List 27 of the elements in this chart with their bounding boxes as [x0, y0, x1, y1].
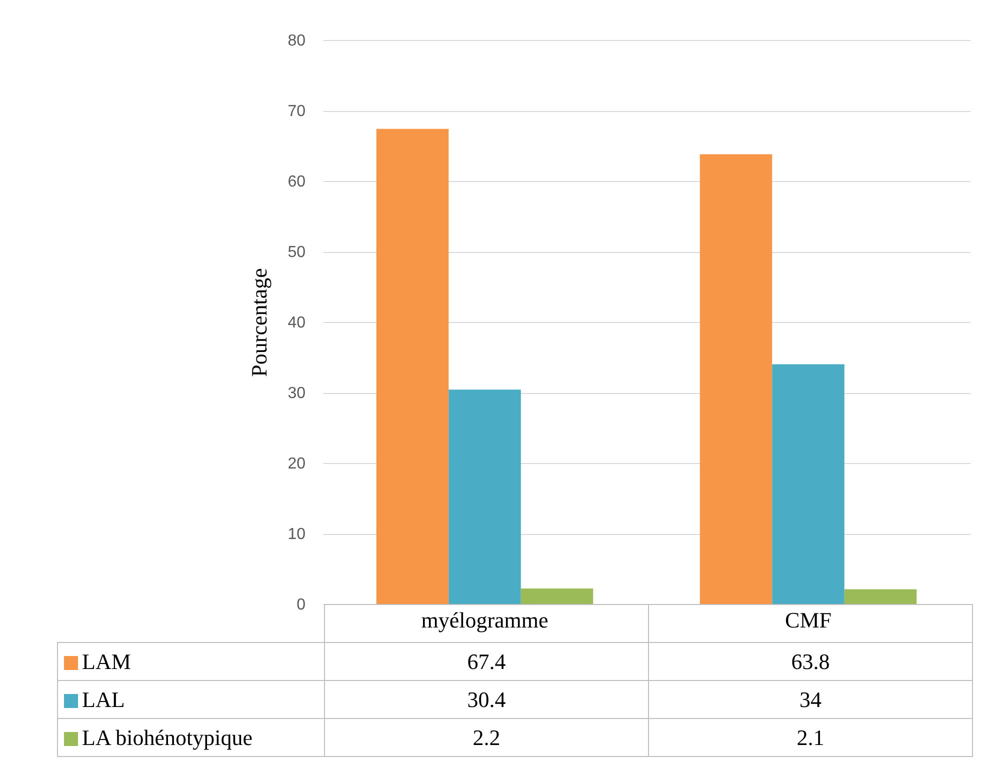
- y-axis-title: Pourcentage: [246, 268, 272, 377]
- y-tick-label: 80: [288, 32, 306, 50]
- x-tick-label: CMF: [785, 608, 832, 632]
- bar: [844, 589, 917, 604]
- bar: [520, 588, 594, 604]
- bar: [376, 128, 449, 604]
- bar: [448, 390, 521, 604]
- bar: [772, 364, 844, 604]
- y-tick-label: 40: [288, 314, 306, 332]
- legend-label: LA biohénotypique: [58, 718, 324, 756]
- x-tick-label: myélogramme: [421, 608, 548, 632]
- data-label: 2.1: [648, 718, 972, 756]
- y-tick-label: 50: [288, 244, 306, 261]
- data-label: 67.4: [324, 642, 648, 680]
- legend-label: LAM: [58, 642, 324, 680]
- data-label: 34: [648, 680, 972, 718]
- bar: [700, 154, 772, 604]
- y-tick-label: 60: [288, 174, 306, 190]
- y-tick-label: 20: [288, 456, 306, 472]
- y-tick-label: 70: [288, 103, 306, 120]
- legend-label: LAL: [58, 680, 324, 718]
- data-label: 63.8: [648, 642, 972, 680]
- data-label: 30.4: [324, 680, 648, 718]
- y-tick-label: 10: [288, 526, 306, 543]
- y-tick-label: 30: [288, 385, 306, 402]
- data-label: 2.2: [324, 718, 648, 756]
- y-tick-label: 0: [296, 596, 306, 614]
